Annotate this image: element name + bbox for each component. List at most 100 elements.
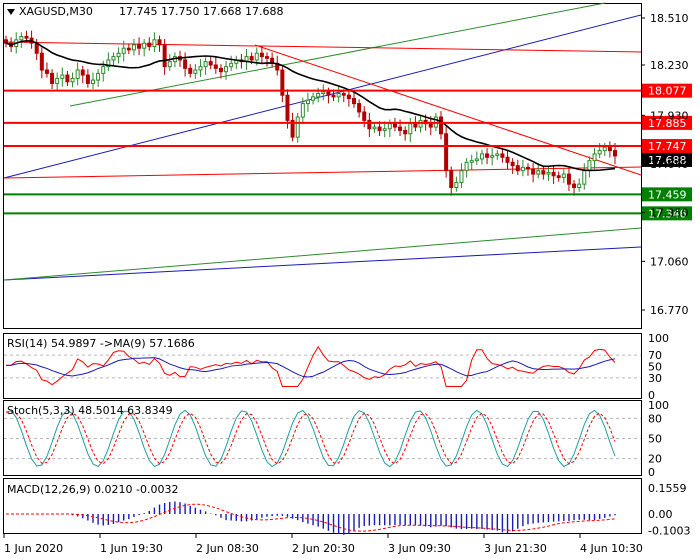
candle bbox=[295, 112, 300, 143]
candle bbox=[531, 163, 536, 183]
candle bbox=[4, 35, 8, 48]
candle bbox=[229, 55, 234, 71]
candle bbox=[265, 52, 269, 67]
trend-lines bbox=[3, 2, 642, 281]
candle-body bbox=[454, 181, 459, 188]
rsi-tick-label: 30 bbox=[648, 372, 662, 385]
stoch-tick-label: 100 bbox=[648, 399, 669, 412]
level-tag-label: 17.885 bbox=[648, 117, 687, 130]
candle bbox=[474, 151, 479, 165]
collapse-arrow-icon[interactable] bbox=[7, 9, 15, 15]
candle-body bbox=[577, 183, 582, 188]
level-tag bbox=[642, 83, 692, 98]
candle bbox=[131, 38, 136, 56]
candle-body bbox=[321, 91, 326, 95]
candle-body bbox=[167, 61, 172, 68]
candle bbox=[602, 143, 607, 157]
trend-line bbox=[3, 14, 642, 179]
trend-line bbox=[3, 41, 642, 53]
rsi-tick-label: 70 bbox=[648, 349, 662, 362]
stoch-tick-label: 50 bbox=[648, 433, 662, 446]
price-tick-label: 17.930 bbox=[650, 109, 689, 122]
candle-body bbox=[91, 79, 95, 84]
candle bbox=[275, 55, 280, 76]
candle-body bbox=[500, 153, 505, 158]
level-tag-label: 17.747 bbox=[648, 140, 687, 153]
candle bbox=[551, 164, 556, 184]
candle-body bbox=[398, 126, 403, 131]
candle bbox=[39, 47, 44, 79]
price-tick-label: 17.350 bbox=[650, 207, 689, 220]
candle-body bbox=[377, 126, 382, 131]
candle-body bbox=[311, 96, 316, 101]
main-price-panel: 18.077 17.885 17.747 17.459 17.346 17.688 18.… bbox=[3, 2, 692, 317]
candle-body bbox=[280, 69, 285, 96]
candle bbox=[444, 126, 449, 178]
candle-body bbox=[285, 94, 290, 121]
candle bbox=[311, 92, 316, 105]
candles bbox=[4, 30, 617, 196]
candle-body bbox=[316, 93, 321, 98]
stoch-label: Stoch(5,3,3) 48.5014 63.8349 bbox=[7, 404, 173, 417]
candle-body bbox=[536, 170, 541, 175]
candle-body bbox=[566, 173, 571, 185]
macd-tick-label: -0.1003 bbox=[648, 525, 690, 538]
candle bbox=[321, 84, 326, 101]
candle-body bbox=[44, 69, 49, 74]
candle-body bbox=[587, 160, 592, 172]
candle-body bbox=[372, 126, 377, 130]
candle bbox=[60, 67, 65, 87]
candle-body bbox=[551, 171, 556, 177]
candle-body bbox=[439, 116, 443, 135]
candle bbox=[198, 59, 203, 77]
candle-body bbox=[75, 69, 80, 79]
candle-body bbox=[459, 170, 464, 183]
candle bbox=[305, 92, 310, 112]
candle bbox=[352, 91, 356, 108]
candle-body bbox=[55, 77, 60, 84]
candle-body bbox=[479, 153, 484, 160]
candle bbox=[541, 166, 546, 180]
candle bbox=[234, 55, 239, 69]
macd-panel: MACD(12,26,9) 0.0210 -0.0032 0.1559 0.00 -… bbox=[6, 482, 690, 538]
candle bbox=[188, 64, 193, 78]
time-tick-label: 2 Jun 20:30 bbox=[292, 542, 355, 555]
candle bbox=[75, 62, 80, 86]
candle-body bbox=[80, 69, 85, 76]
candle-body bbox=[290, 119, 295, 138]
stoch-main-line bbox=[5, 409, 616, 468]
candle-body bbox=[183, 59, 188, 69]
candle-body bbox=[490, 155, 495, 158]
candle-body bbox=[188, 67, 193, 74]
candle bbox=[505, 149, 510, 170]
candle bbox=[91, 72, 95, 89]
candle-body bbox=[305, 99, 310, 105]
candle bbox=[418, 116, 423, 133]
level-tag-label: 17.459 bbox=[648, 188, 687, 201]
candle bbox=[607, 141, 612, 158]
candle-body bbox=[157, 39, 162, 46]
candle bbox=[382, 121, 387, 138]
price-tick-label: 18.230 bbox=[650, 59, 689, 72]
candle-body bbox=[85, 74, 90, 84]
candle bbox=[106, 52, 111, 71]
price-tick-label: 18.510 bbox=[650, 12, 689, 25]
candle-body bbox=[346, 94, 351, 100]
candle-body bbox=[4, 39, 8, 44]
candle-body bbox=[474, 158, 479, 162]
price-tick-label: 17.060 bbox=[650, 255, 689, 268]
candle-body bbox=[572, 183, 577, 188]
price-axis-ticks: 18.510 18.230 17.930 17.640 17.350 17.060 16.7… bbox=[641, 12, 689, 317]
rsi-grid bbox=[4, 354, 641, 379]
time-tick-label: 3 Jun 21:30 bbox=[484, 542, 547, 555]
symbol-timeframe: XAGUSD,M30 bbox=[19, 5, 93, 18]
candle bbox=[218, 64, 223, 79]
trend-line bbox=[3, 166, 642, 179]
candle-body bbox=[444, 133, 449, 172]
macd-tick-label: 0.1559 bbox=[648, 482, 687, 495]
candle-body bbox=[582, 170, 587, 185]
current-price-tag bbox=[642, 152, 692, 167]
level-tag bbox=[642, 139, 692, 154]
candle bbox=[479, 149, 484, 165]
